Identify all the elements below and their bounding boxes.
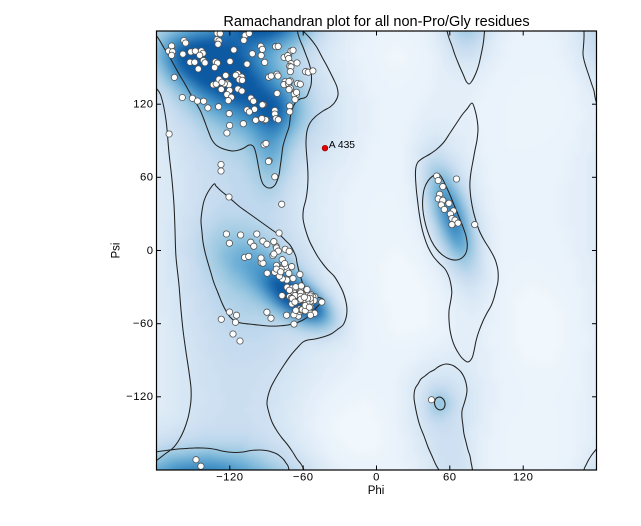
svg-text:120: 120 (133, 99, 153, 111)
svg-text:Psi: Psi (111, 243, 123, 259)
svg-text:A 435: A 435 (329, 140, 356, 151)
svg-text:60: 60 (443, 472, 457, 484)
svg-text:120: 120 (513, 472, 533, 484)
svg-text:Ramachandran plot for all non-: Ramachandran plot for all non-Pro/Gly re… (223, 14, 529, 30)
svg-text:0: 0 (373, 472, 380, 484)
svg-text:−120: −120 (126, 391, 153, 403)
svg-text:Phi: Phi (368, 485, 385, 497)
svg-text:−60: −60 (133, 318, 154, 330)
svg-text:0: 0 (147, 245, 154, 257)
svg-text:−120: −120 (216, 472, 243, 484)
svg-text:−60: −60 (293, 472, 314, 484)
svg-text:60: 60 (140, 172, 154, 184)
